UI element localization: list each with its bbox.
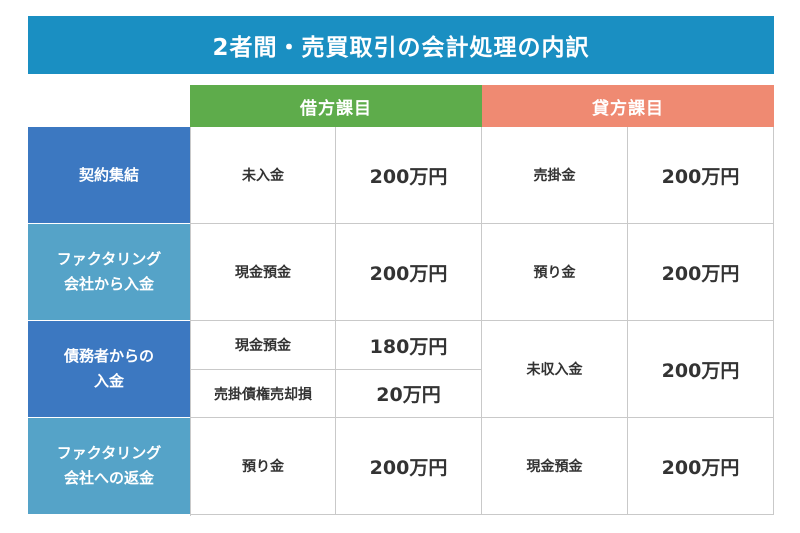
credit-item-cell: 現金預金 bbox=[482, 418, 628, 515]
debit-amount-cell: 180万円 bbox=[336, 321, 482, 370]
debit-item-cell: 売掛債権売却損 bbox=[191, 370, 336, 418]
page-title: 2者間・売買取引の会計処理の内訳 bbox=[28, 16, 774, 74]
debit-header: 借方課目 bbox=[190, 85, 482, 127]
credit-amount-cell: 200万円 bbox=[628, 321, 774, 418]
row-label-debtor-payment: 債務者からの 入金 bbox=[28, 321, 190, 418]
credit-amount-cell: 200万円 bbox=[628, 127, 774, 224]
row-label-factoring-refund: ファクタリング 会社への返金 bbox=[28, 418, 190, 515]
debit-item-cell: 預り金 bbox=[191, 418, 336, 515]
debit-item-cell: 現金預金 bbox=[191, 224, 336, 321]
credit-header: 貸方課目 bbox=[482, 85, 774, 127]
debit-amount-cell: 200万円 bbox=[336, 418, 482, 515]
credit-amount-cell: 200万円 bbox=[628, 418, 774, 515]
debit-item-cell: 未入金 bbox=[191, 127, 336, 224]
row-label-factoring-payment: ファクタリング 会社から入金 bbox=[28, 224, 190, 321]
debit-item-cell: 現金預金 bbox=[191, 321, 336, 370]
credit-item-cell: 預り金 bbox=[482, 224, 628, 321]
credit-item-cell: 売掛金 bbox=[482, 127, 628, 224]
debit-amount-cell: 200万円 bbox=[336, 127, 482, 224]
debit-amount-cell: 200万円 bbox=[336, 224, 482, 321]
grid-divider bbox=[190, 127, 191, 516]
debit-amount-cell: 20万円 bbox=[336, 370, 482, 418]
credit-item-cell: 未収入金 bbox=[482, 321, 628, 418]
row-label-contract: 契約集結 bbox=[28, 127, 190, 224]
credit-amount-cell: 200万円 bbox=[628, 224, 774, 321]
